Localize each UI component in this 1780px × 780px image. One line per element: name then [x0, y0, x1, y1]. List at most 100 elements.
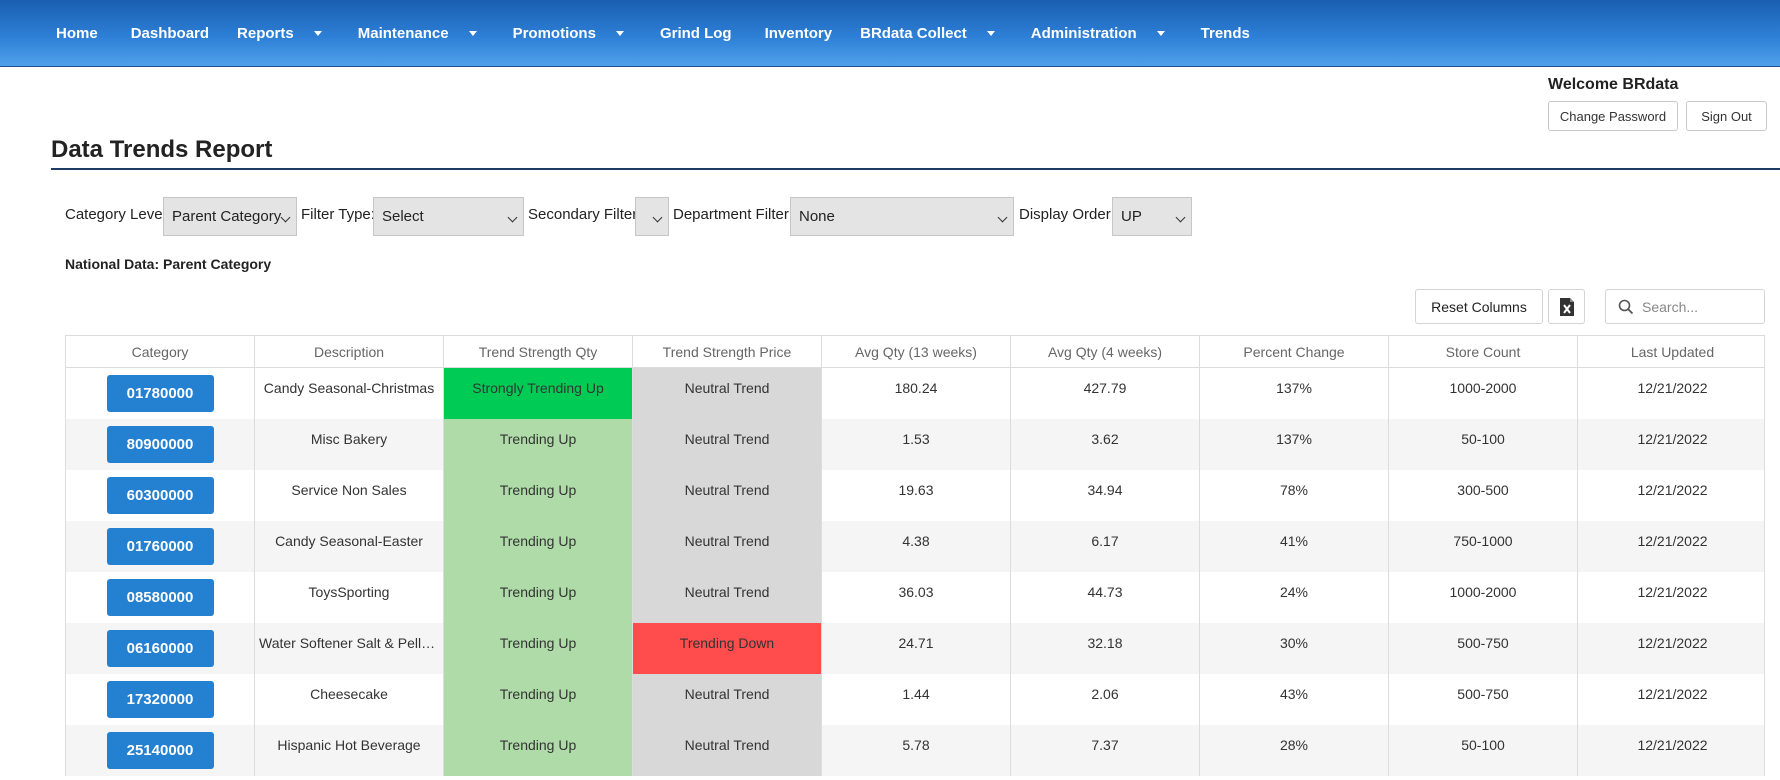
filter-type-value: Select: [382, 208, 424, 225]
table-body: 01780000 Candy Seasonal-Christmas Strongly…: [65, 368, 1765, 776]
change-password-button[interactable]: Change Password: [1548, 101, 1678, 131]
category-button[interactable]: 01780000: [106, 375, 214, 412]
category-button[interactable]: 80900000: [106, 426, 214, 463]
filter-type-select[interactable]: Select: [373, 197, 524, 236]
search-input[interactable]: Search...: [1605, 289, 1765, 324]
last-updated-cell: 12/21/2022: [1637, 380, 1708, 396]
last-updated-cell: 12/21/2022: [1637, 431, 1708, 447]
chevron-down-icon: [997, 212, 1008, 223]
category-cell: 17320000: [66, 674, 255, 725]
display-order-value: UP: [1121, 208, 1142, 225]
nav-item-label: Trends: [1200, 24, 1250, 42]
category-cell: 60300000: [66, 470, 255, 521]
last-updated-cell: 12/21/2022: [1637, 533, 1708, 549]
trend-price-cell: Neutral Trend: [633, 470, 822, 521]
caret-down-icon: [1156, 30, 1165, 36]
category-cell: 08580000: [66, 572, 255, 623]
table-row: 01780000 Candy Seasonal-Christmas Strongly…: [65, 368, 1765, 419]
store-count-cell: 500-750: [1389, 674, 1578, 725]
table-header: Category Description Trend Strength Qty Tre…: [65, 335, 1765, 368]
category-level-value: Parent Category: [172, 208, 282, 225]
category-cell: 01780000: [66, 368, 255, 419]
nav-item-promotions[interactable]: Promotions: [513, 25, 624, 42]
description-text: Candy Seasonal-Christmas: [263, 380, 435, 396]
store-count-cell: 50-100: [1389, 725, 1578, 776]
category-button[interactable]: 01760000: [106, 528, 214, 565]
table-row: 17320000 Cheesecake Trending Up Neutral Tre…: [65, 674, 1765, 725]
category-button[interactable]: 06160000: [106, 630, 214, 667]
nav-item-reports[interactable]: Reports: [237, 25, 322, 42]
nav-item-home[interactable]: Home: [56, 25, 98, 42]
trend-price-cell: Neutral Trend: [633, 368, 822, 419]
column-header[interactable]: Store Count: [1389, 336, 1578, 367]
column-header[interactable]: Category: [66, 336, 255, 367]
avg-qty-4-cell: 44.73: [1011, 572, 1200, 623]
trends-table: Category Description Trend Strength Qty Tre…: [65, 335, 1765, 776]
department-filter-label: Department Filter:: [673, 206, 794, 223]
trend-qty-cell: Trending Up: [444, 521, 633, 572]
nav-item-inventory[interactable]: Inventory: [765, 25, 833, 42]
percent-change-cell: 137%: [1200, 368, 1389, 419]
category-button[interactable]: 60300000: [106, 477, 214, 514]
column-header[interactable]: Trend Strength Price: [633, 336, 822, 367]
report-subtitle: National Data: Parent Category: [65, 256, 272, 272]
nav-item-trends[interactable]: Trends: [1201, 25, 1250, 42]
category-button[interactable]: 17320000: [106, 681, 214, 718]
description-cell: ToysSporting: [255, 572, 444, 623]
welcome-text: Welcome BRdata: [1548, 76, 1679, 93]
column-header[interactable]: Avg Qty (4 weeks): [1011, 336, 1200, 367]
caret-down-icon: [468, 30, 477, 36]
caret-down-icon: [615, 30, 624, 36]
column-header[interactable]: Last Updated: [1630, 343, 1715, 360]
nav-menu: Home Dashboard Reports Maintenance Promotion…: [56, 0, 1250, 66]
caret-down-icon: [313, 30, 322, 36]
nav-item-grind-log[interactable]: Grind Log: [660, 25, 732, 42]
description-cell: Cheesecake: [255, 674, 444, 725]
column-header[interactable]: Percent Change: [1200, 336, 1389, 367]
display-order-select[interactable]: UP: [1112, 197, 1192, 236]
nav-item-dashboard[interactable]: Dashboard: [131, 25, 209, 42]
nav-item-label: Home: [56, 24, 98, 42]
title-divider: [51, 168, 1780, 170]
category-button[interactable]: 25140000: [106, 732, 214, 769]
nav-item-label: Dashboard: [130, 24, 210, 42]
trend-qty-cell: Trending Up: [444, 674, 633, 725]
store-count-cell: 50-100: [1389, 419, 1578, 470]
department-filter-select[interactable]: None: [790, 197, 1014, 236]
category-cell: 25140000: [66, 725, 255, 776]
description-text: Candy Seasonal-Easter: [275, 533, 423, 549]
percent-change-cell: 28%: [1200, 725, 1389, 776]
nav-item-label: Promotions: [512, 24, 596, 42]
trend-qty-cell: Trending Up: [444, 572, 633, 623]
avg-qty-4-cell: 2.06: [1011, 674, 1200, 725]
trend-price-cell: Neutral Trend: [633, 725, 822, 776]
trend-qty-cell: Trending Up: [444, 470, 633, 521]
chevron-down-icon: [1175, 212, 1186, 223]
category-button[interactable]: 08580000: [106, 579, 214, 616]
trend-qty-cell: Trending Up: [444, 419, 633, 470]
column-header[interactable]: Description: [255, 336, 444, 367]
percent-change-cell: 137%: [1200, 419, 1389, 470]
search-icon: [1618, 299, 1634, 314]
table-row: 25140000 Hispanic Hot Beverage Trending Up…: [65, 725, 1765, 776]
reset-columns-button[interactable]: Reset Columns: [1415, 289, 1543, 324]
nav-item-label: Inventory: [764, 24, 833, 42]
category-level-select[interactable]: Parent Category: [163, 197, 297, 236]
table-row: 80900000 Misc Bakery Trending Up Neutral Tr…: [65, 419, 1765, 470]
nav-item-maintenance[interactable]: Maintenance: [358, 25, 477, 42]
last-updated-cell: 12/21/2022: [1637, 482, 1708, 498]
excel-export-icon: [1559, 297, 1574, 316]
store-count-cell: 300-500: [1389, 470, 1578, 521]
column-header[interactable]: Trend Strength Qty: [444, 336, 633, 367]
avg-qty-4-cell: 427.79: [1011, 368, 1200, 419]
column-header[interactable]: Avg Qty (13 weeks): [822, 336, 1011, 367]
secondary-filter-select[interactable]: [635, 197, 669, 236]
excel-export-button[interactable]: [1548, 289, 1585, 324]
nav-item-administration[interactable]: Administration: [1031, 25, 1165, 42]
sign-out-button[interactable]: Sign Out: [1686, 101, 1767, 131]
table-row: 06160000 Water Softener Salt & Pelle... Tr…: [65, 623, 1765, 674]
store-count-cell: 1000-2000: [1389, 368, 1578, 419]
description-cell: Service Non Sales: [255, 470, 444, 521]
nav-item-brdata-collect[interactable]: BRdata Collect: [860, 25, 995, 42]
nav-item-label: Reports: [237, 24, 294, 42]
